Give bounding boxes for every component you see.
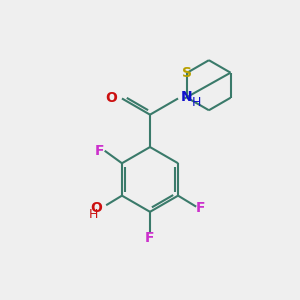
Text: O: O (106, 92, 118, 106)
Text: O: O (90, 201, 102, 215)
Text: F: F (196, 201, 205, 215)
Text: S: S (182, 66, 192, 80)
Text: H: H (192, 95, 201, 109)
Text: F: F (145, 231, 155, 245)
Text: N: N (181, 90, 192, 104)
Text: H: H (89, 208, 98, 221)
Text: F: F (94, 144, 104, 158)
